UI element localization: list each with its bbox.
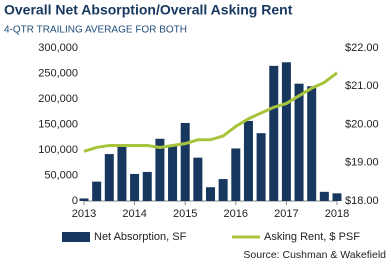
y-tick-label: 100,000 [38,144,78,156]
y2-tick-label: $22.00 [345,42,379,54]
bar [193,157,203,201]
bar [180,122,190,201]
bar [130,173,140,201]
y-tick-label: 250,000 [38,67,78,79]
bar [231,148,241,201]
bar [117,144,127,201]
y2-tick-label: $19.00 [345,157,379,169]
bar [307,86,317,201]
y-tick-label: 50,000 [44,169,78,181]
x-tick-label: 2018 [325,208,349,220]
legend-label: Net Absorption, SF [94,231,187,243]
x-tick-label: 2014 [122,208,146,220]
legend-label: Asking Rent, $ PSF [264,231,360,243]
chart-subtitle: 4-QTR TRAILING AVERAGE FOR BOTH [4,25,187,36]
x-tick-label: 2016 [224,208,248,220]
x-tick-label: 2013 [72,208,96,220]
bar [92,181,102,201]
x-tick-label: 2017 [274,208,298,220]
bar [243,120,253,201]
bar [319,191,329,201]
source-note: Source: Cushman & Wakefield [243,249,386,261]
y2-tick-label: $18.00 [345,195,379,207]
bar [206,187,215,201]
y2-tick-label: $20.00 [345,118,379,130]
y-tick-label: 150,000 [38,118,78,130]
x-tick-label: 2015 [173,208,197,220]
bar [104,154,114,201]
bar [142,171,152,201]
y-tick-label: 0 [72,195,78,207]
y-tick-label: 200,000 [38,93,78,105]
bar [332,193,342,201]
bar [218,179,228,201]
y2-tick-label: $21.00 [345,80,379,92]
bar [294,83,304,201]
y-tick-label: 300,000 [38,42,78,54]
line [83,71,338,153]
bar [269,65,279,201]
bar [155,138,165,201]
bar [256,133,266,201]
legend-swatch [62,232,90,242]
chart-title: Overall Net Absorption/Overall Asking Re… [4,2,293,18]
bar [79,198,89,201]
bar [281,62,291,201]
bar [168,145,178,201]
